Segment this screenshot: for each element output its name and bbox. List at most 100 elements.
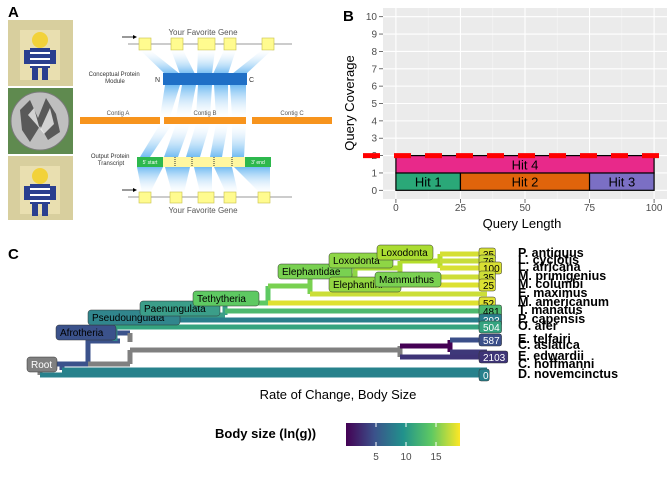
gene-exon <box>170 37 184 51</box>
y-tick-label: 3 <box>371 134 377 145</box>
tip-value-4: 25 <box>483 281 495 292</box>
tip-value-3: 35 <box>483 273 495 284</box>
gene-label-top: Your Favorite Gene <box>168 28 238 37</box>
tip-name: L. cyclotis <box>518 253 579 267</box>
y-tick-label: 0 <box>371 186 377 197</box>
node-label: Afrotheria <box>60 328 104 339</box>
gene-label-bottom: Your Favorite Gene <box>168 206 238 215</box>
x-tick-label: 0 <box>393 203 399 214</box>
y-tick-label: 4 <box>371 116 377 127</box>
protein-c: C <box>249 77 254 84</box>
node-label-box <box>192 290 260 307</box>
legend-ticks: 5 10 15 <box>373 423 442 463</box>
node-label: Root <box>31 360 52 371</box>
node-label: Loxodonta <box>333 256 380 267</box>
tip-value-box <box>478 320 502 334</box>
y-tick-label: 9 <box>371 30 377 41</box>
tip-name: M. columbi <box>518 277 583 291</box>
legend-tick-label: 10 <box>400 452 412 463</box>
gene-exon <box>223 191 237 204</box>
bar-label: Hit 4 <box>512 157 539 172</box>
tip-value-6: 52 <box>483 299 495 310</box>
tip-name: C. asiatica <box>518 338 581 352</box>
gene-exon <box>257 191 271 204</box>
node-label: Paenungulata <box>144 304 206 315</box>
node-label: Mammuthus <box>379 275 434 286</box>
transcript-label-text-line: Transcript <box>98 161 125 167</box>
lego-figure-image <box>8 20 73 86</box>
panel-a: Your Favorite Gene Conceptual Protein Mo… <box>8 20 332 220</box>
node-label-box <box>55 324 117 341</box>
tip-name: L. africana <box>518 260 582 274</box>
tip-name: M. americanum <box>518 295 609 309</box>
tip-value-12: 2103 <box>483 353 506 364</box>
protein-module <box>163 73 247 85</box>
tree-x-label: Rate of Change, Body Size <box>260 387 417 402</box>
contig-a-label: Contig A <box>107 111 130 117</box>
tip-value-box <box>478 350 509 364</box>
y-tick-label: 6 <box>371 82 377 93</box>
tip-name: C. hoffmanni <box>518 357 594 371</box>
x-axis-label: Query Length <box>483 216 562 231</box>
transcript-start-label: 5' start <box>143 160 158 166</box>
y-tick-label: 5 <box>371 99 377 110</box>
panel-label-a: A <box>8 4 19 21</box>
tip-values: 357610035255248139350458721030 <box>478 247 509 382</box>
gene-exon <box>223 37 237 51</box>
node-label: Elephantidae <box>282 267 341 278</box>
y-tick-label: 10 <box>366 12 378 23</box>
y-axis-label: Query Coverage <box>342 55 357 150</box>
gene-exon <box>138 37 152 51</box>
transcript-end <box>245 157 271 167</box>
bar-label: Hit 3 <box>608 175 635 190</box>
bar-label: Hit 1 <box>415 175 442 190</box>
tip-name: M. primigenius <box>518 269 606 283</box>
gene-exon <box>197 37 216 51</box>
noise-texture-image <box>8 88 73 154</box>
legend-tick-label: 5 <box>373 452 379 463</box>
gene-exon <box>197 191 215 204</box>
node-label: Loxodonta <box>381 248 428 259</box>
tip-name: P. capensis <box>518 312 585 326</box>
contig-c-label: Contig C <box>280 111 304 117</box>
x-tick-label: 100 <box>646 203 663 214</box>
legend-title: Body size (ln(g)) <box>215 426 316 441</box>
transcript-end-label: 3' end <box>251 160 265 166</box>
panel-label-b: B <box>343 8 354 25</box>
tip-value-9: 504 <box>483 323 500 334</box>
contig-c <box>252 117 332 124</box>
legend-tick-label: 15 <box>430 452 442 463</box>
tip-name: T. manatus <box>518 303 583 317</box>
tip-value-7: 481 <box>483 307 500 318</box>
tip-value-box <box>478 333 502 347</box>
transcript-start <box>137 157 163 167</box>
x-tick-label: 50 <box>519 203 531 214</box>
tip-value-box <box>478 278 496 292</box>
node-label: Tethytheria <box>197 294 246 305</box>
tip-value-2: 100 <box>483 264 500 275</box>
contig-b-label: Contig B <box>193 111 216 117</box>
protein-label: Conceptual Protein Module <box>89 72 142 85</box>
bars: Hit 1 Hit 2 Hit 3 Hit 4 <box>395 154 655 191</box>
protein-label-text: Conceptual Protein <box>89 72 140 78</box>
x-tick-label: 75 <box>584 203 596 214</box>
node-label-box <box>374 271 442 288</box>
tip-value-box <box>478 368 490 382</box>
tip-value-14: 0 <box>483 371 489 382</box>
transcript-label: Output Protein Transcript <box>91 154 131 167</box>
tip-value-10: 587 <box>483 336 500 347</box>
transcript-bar <box>137 157 245 167</box>
protein-label-text-line: Module <box>105 79 125 85</box>
y-tick-label: 1 <box>371 168 377 179</box>
protein-n: N <box>155 77 160 84</box>
node-label-box <box>26 356 58 373</box>
panel-c: 357610035255248139350458721030 RootAfrot… <box>26 244 618 463</box>
x-tick-labels: 0 25 50 75 100 <box>393 199 663 214</box>
node-label: Pseudoungulata <box>92 313 165 324</box>
node-labels: Root Afrotheria PseudoungulataPaenungulata… <box>26 244 442 373</box>
transcript-label-text: Output Protein <box>91 154 130 160</box>
y-tick-labels: 012345678910 <box>366 12 383 197</box>
gene-exon <box>261 37 275 51</box>
